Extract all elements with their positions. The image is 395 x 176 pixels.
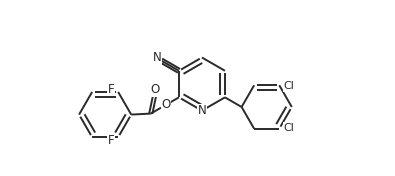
Text: N: N <box>198 104 206 117</box>
Text: Cl: Cl <box>283 81 294 91</box>
Text: F: F <box>107 134 114 147</box>
Text: F: F <box>107 83 114 96</box>
Text: O: O <box>150 83 159 96</box>
Text: N: N <box>152 52 161 64</box>
Text: O: O <box>162 98 171 111</box>
Text: Cl: Cl <box>283 123 294 133</box>
